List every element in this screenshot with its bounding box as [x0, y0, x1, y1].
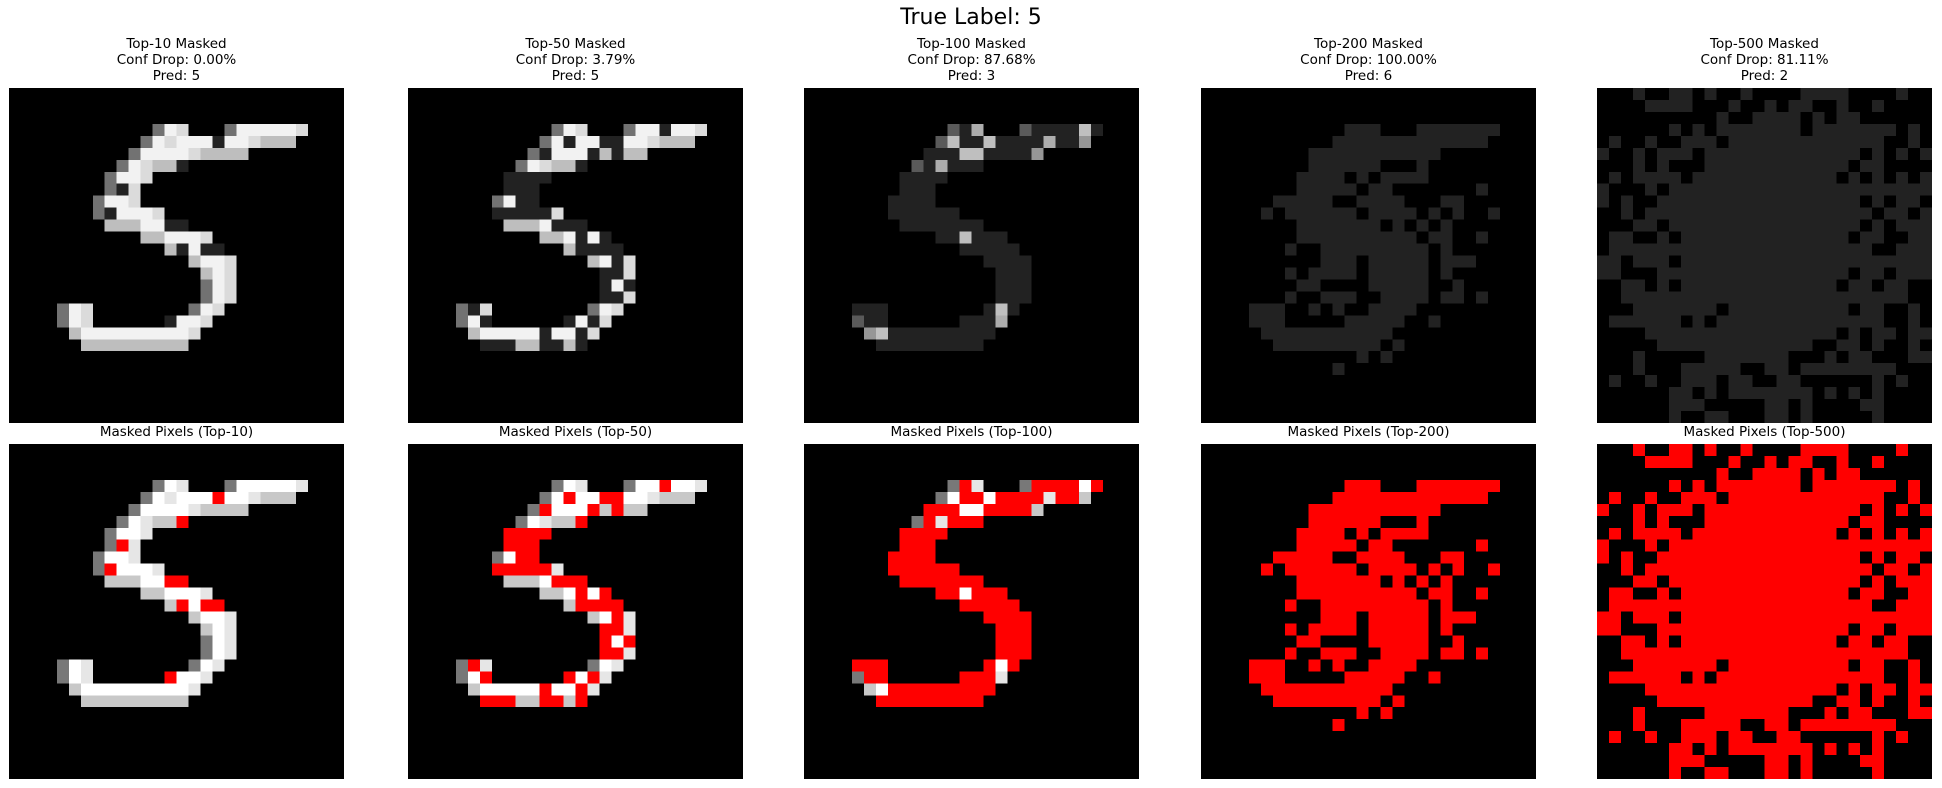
masked-image-top-50: [408, 88, 743, 423]
pixel-grid: [56, 479, 309, 708]
masked-image-top-200: [1201, 88, 1536, 423]
top-panel-title-3: Top-100 Masked Conf Drop: 87.68% Pred: 3: [804, 36, 1139, 84]
conf-drop-label: Conf Drop: 87.68%: [907, 52, 1036, 68]
bottom-panel-title-4: Masked Pixels (Top-200): [1287, 424, 1450, 440]
panel-title: Top-500 Masked: [1710, 36, 1819, 52]
mask-overlay-top-500: [1597, 444, 1932, 779]
pixel-grid: [1248, 123, 1501, 376]
panel-title: Top-200 Masked: [1314, 36, 1423, 52]
panel-title: Top-10 Masked: [126, 36, 227, 52]
conf-drop-label: Conf Drop: 0.00%: [116, 52, 237, 68]
pixel-grid: [1248, 479, 1501, 732]
bottom-panel-title-1: Masked Pixels (Top-10): [99, 424, 254, 440]
mask-overlay-top-10: [9, 444, 344, 779]
pixel-grid: [851, 123, 1104, 352]
mask-overlay-top-100: [804, 444, 1139, 779]
masked-image-top-100: [804, 88, 1139, 423]
pixel-grid: [56, 123, 309, 352]
bottom-panel-title-2: Masked Pixels (Top-50): [498, 424, 653, 440]
conf-drop-label: Conf Drop: 100.00%: [1300, 52, 1437, 68]
top-panel-title-1: Top-10 Masked Conf Drop: 0.00% Pred: 5: [9, 36, 344, 84]
prediction-label: Pred: 5: [551, 68, 600, 84]
figure-title: True Label: 5: [900, 5, 1042, 30]
pixel-grid: [1597, 88, 1932, 423]
conf-drop-label: Conf Drop: 3.79%: [515, 52, 636, 68]
top-panel-title-4: Top-200 Masked Conf Drop: 100.00% Pred: …: [1201, 36, 1536, 84]
prediction-label: Pred: 5: [152, 68, 201, 84]
prediction-label: Pred: 6: [1344, 68, 1393, 84]
top-panel-title-2: Top-50 Masked Conf Drop: 3.79% Pred: 5: [408, 36, 743, 84]
mask-overlay-top-200: [1201, 444, 1536, 779]
mask-overlay-top-50: [408, 444, 743, 779]
pixel-grid: [455, 123, 708, 352]
prediction-label: Pred: 3: [947, 68, 996, 84]
pixel-grid: [1597, 444, 1932, 779]
panel-title: Top-100 Masked: [917, 36, 1026, 52]
bottom-panel-title-3: Masked Pixels (Top-100): [890, 424, 1053, 440]
conf-drop-label: Conf Drop: 81.11%: [1700, 52, 1829, 68]
pixel-grid: [455, 479, 708, 708]
masked-image-top-10: [9, 88, 344, 423]
pixel-grid: [851, 479, 1104, 708]
panel-title: Top-50 Masked: [525, 36, 626, 52]
top-panel-title-5: Top-500 Masked Conf Drop: 81.11% Pred: 2: [1597, 36, 1932, 84]
masked-image-top-500: [1597, 88, 1932, 423]
bottom-panel-title-5: Masked Pixels (Top-500): [1683, 424, 1846, 440]
prediction-label: Pred: 2: [1740, 68, 1789, 84]
